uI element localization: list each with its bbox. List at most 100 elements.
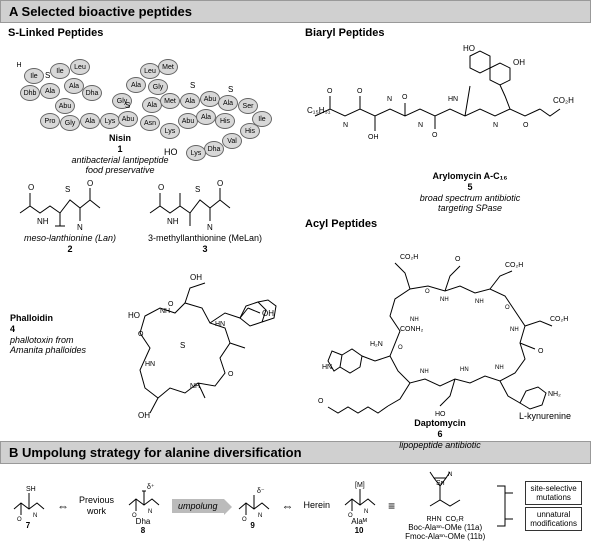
equiv-icon: ⇔ bbox=[282, 499, 294, 513]
residue: Ile bbox=[24, 68, 44, 84]
svg-text:N: N bbox=[448, 472, 452, 478]
compound-9: δ⁻ON 9 bbox=[234, 481, 272, 530]
svg-text:O: O bbox=[217, 179, 223, 188]
svg-text:O: O bbox=[138, 331, 144, 338]
residue: Gly bbox=[60, 115, 80, 131]
svg-text:O: O bbox=[432, 132, 438, 139]
svg-text:N: N bbox=[343, 122, 348, 129]
stannane-block: Sn N RHN CO₂R Boc-Alaˢⁿ-OMe (11a) Fmoc-A… bbox=[405, 470, 485, 541]
alam-name: Alaᴹ bbox=[351, 517, 367, 526]
s-bridge: S bbox=[228, 85, 233, 95]
svg-text:O: O bbox=[538, 348, 544, 355]
identity-icon: ≡ bbox=[388, 499, 395, 513]
compound-7: SHON 7 bbox=[9, 481, 47, 530]
svg-text:CO₂H: CO₂H bbox=[505, 262, 523, 269]
svg-text:OH: OH bbox=[262, 309, 274, 318]
svg-text:N: N bbox=[207, 223, 213, 232]
residue: Abu bbox=[118, 111, 138, 127]
biaryl-header: Biaryl Peptides bbox=[305, 25, 384, 41]
s-bridge: S bbox=[45, 71, 50, 81]
residue: Lys bbox=[186, 145, 206, 161]
arylomycin-label: Arylomycin A-C₁₆ 5 broad spectrum antibi… bbox=[400, 171, 540, 214]
panel-a-header: A Selected bioactive peptides bbox=[0, 0, 591, 23]
residue: Leu bbox=[70, 59, 90, 75]
residue: Ala bbox=[126, 77, 146, 93]
equiv-icon: ⇔ bbox=[57, 499, 69, 513]
svg-text:O: O bbox=[523, 122, 529, 129]
svg-text:[M]: [M] bbox=[355, 482, 365, 489]
svg-text:N: N bbox=[418, 122, 423, 129]
svg-text:NH: NH bbox=[190, 383, 200, 390]
residue: Asn bbox=[140, 115, 160, 131]
panel-b-header: B Umpolung strategy for alanine diversif… bbox=[0, 441, 591, 464]
lan-name: meso-lanthionine (Lan) bbox=[24, 233, 116, 243]
svg-text:H₂N: H₂N bbox=[370, 341, 383, 348]
num-9: 9 bbox=[250, 521, 254, 530]
svg-text:O: O bbox=[17, 517, 22, 521]
umpolung-arrow: umpolung bbox=[172, 499, 224, 513]
svg-text:Sn: Sn bbox=[436, 480, 445, 487]
svg-text:O: O bbox=[505, 305, 510, 311]
svg-text:SH: SH bbox=[26, 486, 36, 493]
svg-text:O: O bbox=[28, 183, 34, 192]
svg-text:C₁₅H₃₁: C₁₅H₃₁ bbox=[307, 106, 331, 115]
svg-text:NH: NH bbox=[410, 317, 419, 323]
svg-text:δ⁺: δ⁺ bbox=[147, 484, 155, 491]
herein-label: Herein bbox=[304, 500, 331, 511]
daptomycin-num: 6 bbox=[437, 429, 442, 439]
svg-text:CO₂H: CO₂H bbox=[550, 316, 568, 323]
svg-text:N: N bbox=[364, 509, 368, 515]
svg-text:N: N bbox=[148, 509, 152, 515]
svg-text:OH: OH bbox=[138, 411, 150, 420]
melan-name: 3-methyllanthionine (MeLan) bbox=[148, 233, 262, 243]
svg-text:S: S bbox=[65, 185, 70, 194]
svg-text:O: O bbox=[158, 183, 164, 192]
compound-10: [M]ON Alaᴹ 10 bbox=[340, 477, 378, 535]
nisin-desc1: antibacterial lantipeptide bbox=[71, 155, 168, 165]
svg-text:CO₂H: CO₂H bbox=[400, 254, 418, 261]
svg-text:O: O bbox=[87, 179, 93, 188]
residue: Pro bbox=[40, 113, 60, 129]
outputs: site-selective mutations unnatural modif… bbox=[525, 479, 582, 533]
output-mutations: site-selective mutations bbox=[525, 481, 582, 505]
lan-label: meso-lanthionine (Lan) 2 bbox=[15, 233, 125, 255]
svg-text:NH: NH bbox=[37, 217, 49, 226]
nisin-name: Nisin bbox=[109, 133, 131, 143]
fmoc-label: Fmoc-Alaˢⁿ-OMe (11b) bbox=[405, 532, 485, 541]
svg-text:HN: HN bbox=[448, 96, 458, 103]
svg-text:HO: HO bbox=[435, 411, 446, 418]
rhn: RHN bbox=[426, 516, 441, 523]
bracket-icon bbox=[495, 481, 515, 531]
svg-text:OH: OH bbox=[190, 273, 202, 282]
svg-text:N: N bbox=[258, 513, 262, 519]
svg-text:O: O bbox=[425, 289, 430, 295]
residue: Ala bbox=[80, 113, 100, 129]
lan-struct: S O NH N O bbox=[15, 178, 115, 233]
boc-label: Boc-Alaˢⁿ-OMe (11a) bbox=[408, 523, 482, 532]
num-8: 8 bbox=[141, 526, 145, 535]
residue: Abu bbox=[200, 91, 220, 107]
residue: Val bbox=[222, 133, 242, 149]
residue: Dha bbox=[82, 85, 102, 101]
residue: Leu bbox=[140, 63, 160, 79]
num-10: 10 bbox=[355, 526, 364, 535]
svg-text:O: O bbox=[398, 345, 403, 351]
residue: His bbox=[240, 123, 260, 139]
svg-text:N: N bbox=[33, 513, 37, 519]
phalloidin-struct: OH OH HO S OH NH HN HN NH O O O bbox=[90, 258, 290, 438]
residue: Abu bbox=[178, 113, 198, 129]
residue: Dha bbox=[204, 141, 224, 157]
residue: Ala bbox=[218, 95, 238, 111]
melan-label: 3-methyllanthionine (MeLan) 3 bbox=[140, 233, 270, 255]
residue: His bbox=[215, 113, 235, 129]
residue: Ser bbox=[238, 98, 258, 114]
kynurenine-label: L-kynurenine bbox=[510, 411, 580, 422]
residue: Lys bbox=[100, 113, 120, 129]
svg-text:HO: HO bbox=[128, 311, 140, 320]
residue: Dhb bbox=[20, 85, 40, 101]
nisin-label: Nisin 1 antibacterial lantipeptide food … bbox=[70, 133, 170, 176]
arylomycin-desc2: targeting SPase bbox=[438, 203, 502, 213]
arylomycin-struct: HO OH C₁₅H₃₁ O N OH O N O N O HN N O CO₂… bbox=[305, 41, 580, 171]
svg-text:O: O bbox=[168, 301, 174, 308]
residue: Ala bbox=[180, 93, 200, 109]
